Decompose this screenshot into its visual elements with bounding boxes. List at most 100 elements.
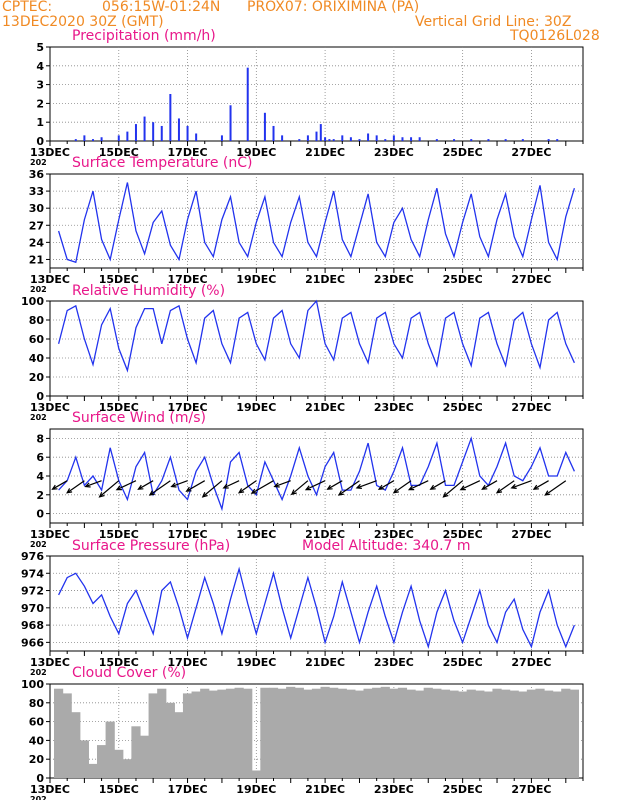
- wind-arrow: [356, 480, 377, 489]
- temperature-xtick-label: 13DEC: [30, 273, 70, 286]
- cloud-bar: [294, 687, 304, 778]
- cloud-bar: [432, 688, 442, 778]
- cloud-bar: [483, 691, 494, 778]
- cloud-bar: [526, 689, 537, 778]
- wind-arrow: [138, 480, 154, 490]
- precip-bar: [358, 139, 361, 141]
- cloud-bar: [354, 690, 365, 778]
- precip-bar: [332, 139, 335, 141]
- wind-arrow: [223, 480, 240, 489]
- precip-bar: [556, 139, 559, 141]
- precip-bar: [367, 133, 370, 141]
- precip-bar: [246, 67, 249, 141]
- cloud-xtick-label: 13DEC: [30, 783, 70, 796]
- precip-panel: 0 1 2 3 4 5 13DEC 15DEC 17DEC 19DEC 21DEC 23DEC 25DE…: [30, 41, 584, 167]
- wind-xtick-label: 15DEC: [99, 528, 139, 541]
- cloud-bar: [96, 745, 107, 778]
- header-init-time: 13DEC2020 30Z (GMT): [2, 14, 164, 30]
- pressure-ytick-label: 974: [21, 567, 44, 580]
- cloud-bar: [389, 688, 399, 778]
- wind-arrow-head: [98, 491, 105, 498]
- cloud-bar: [561, 688, 571, 778]
- wind-arrow: [511, 480, 532, 489]
- precip-bar: [453, 139, 456, 141]
- precip-bar: [83, 135, 86, 141]
- cloud-bar: [191, 691, 201, 778]
- precip-bar: [186, 125, 189, 141]
- cloud-bar: [208, 690, 218, 778]
- wind-arrow: [482, 480, 498, 490]
- pressure-ytick-label: 972: [21, 585, 44, 598]
- wind-arrow-head: [442, 491, 449, 498]
- cloud-bar: [509, 690, 519, 778]
- cloud-bar: [62, 693, 72, 778]
- wind-arrow-head: [510, 483, 517, 489]
- wind-arrow-head: [429, 484, 436, 490]
- cloud-bar: [397, 687, 408, 778]
- precip-bar: [263, 112, 266, 141]
- cloud-xtick-label: 25DEC: [443, 783, 483, 796]
- cloud-xtick-label: 19DEC: [236, 783, 276, 796]
- pressure-year-label: 202: [30, 668, 47, 677]
- cloud-bar: [458, 691, 468, 778]
- precip-ytick-label: 0: [36, 135, 44, 148]
- cloud-bar: [475, 690, 485, 778]
- temperature-year-label: 202: [30, 285, 47, 294]
- wind-arrow-head: [377, 484, 385, 490]
- wind-xtick-label: 21DEC: [305, 528, 345, 541]
- wind-arrow: [393, 480, 412, 494]
- cloud-bar: [131, 726, 141, 778]
- pressure-xtick-label: 13DEC: [30, 656, 70, 669]
- humidity-xtick-label: 15DEC: [99, 401, 139, 414]
- precip-bar: [281, 135, 284, 141]
- cloud-bar: [363, 688, 373, 778]
- humidity-xtick-label: 13DEC: [30, 401, 70, 414]
- precip-bar: [349, 137, 352, 141]
- precip-xtick-label: 15DEC: [99, 146, 139, 159]
- cloud-bar: [380, 686, 390, 778]
- cloud-bar: [337, 688, 347, 778]
- cloud-bar: [182, 693, 193, 778]
- pressure-frame: [49, 555, 584, 652]
- wind-arrow: [496, 480, 515, 494]
- precip-bar: [91, 139, 94, 141]
- temperature-ytick-label: 21: [29, 253, 44, 266]
- cloud-bar: [225, 688, 236, 778]
- precip-bar: [160, 125, 163, 141]
- cloud-panel: 0 20 40 60 80 100 13DEC 15DEC 17DEC 19DEC 21DEC 23D…: [21, 678, 584, 800]
- precip-title: Precipitation (mm/h): [72, 28, 216, 44]
- temperature-line: [57, 182, 576, 264]
- precip-bar: [319, 124, 322, 141]
- cloud-bar: [466, 689, 476, 778]
- wind-arrow-head: [201, 491, 208, 498]
- precip-bar: [418, 137, 421, 141]
- precip-xtick-label: 25DEC: [443, 146, 483, 159]
- precip-bar: [152, 122, 155, 141]
- precip-bar: [435, 139, 438, 141]
- precip-ytick-label: 3: [36, 79, 44, 92]
- wind-arrow-head: [185, 486, 192, 492]
- cloud-ytick-label: 80: [29, 697, 45, 710]
- precip-bar: [143, 116, 146, 141]
- cloud-xtick-label: 21DEC: [305, 783, 345, 796]
- pressure-xtick-label: 15DEC: [99, 656, 139, 669]
- humidity-ytick-label: 0: [36, 390, 44, 403]
- wind-arrow: [202, 480, 223, 498]
- precip-bar: [392, 135, 395, 141]
- wind-panel: 0 2 4 6 8 13DEC 15DEC 17DEC 19DEC 21DEC 23DEC 25DEC…: [30, 428, 584, 549]
- wind-xtick-label: 23DEC: [374, 528, 414, 541]
- cloud-bar: [71, 712, 81, 778]
- pressure-xtick-label: 19DEC: [236, 656, 276, 669]
- precip-bar: [487, 139, 490, 141]
- pressure-ytick-label: 976: [21, 550, 44, 563]
- wind-arrow: [52, 480, 68, 490]
- precip-bar: [272, 125, 275, 141]
- temperature-frame: [49, 173, 584, 269]
- wind-arrow-head: [137, 484, 144, 490]
- cloud-bar: [372, 687, 382, 778]
- wind-arrow: [430, 480, 446, 490]
- wind-ytick-label: 4: [36, 470, 44, 483]
- wind-xtick-label: 25DEC: [443, 528, 483, 541]
- wind-arrow-head: [355, 483, 362, 489]
- cloud-year-label: 202: [30, 795, 47, 800]
